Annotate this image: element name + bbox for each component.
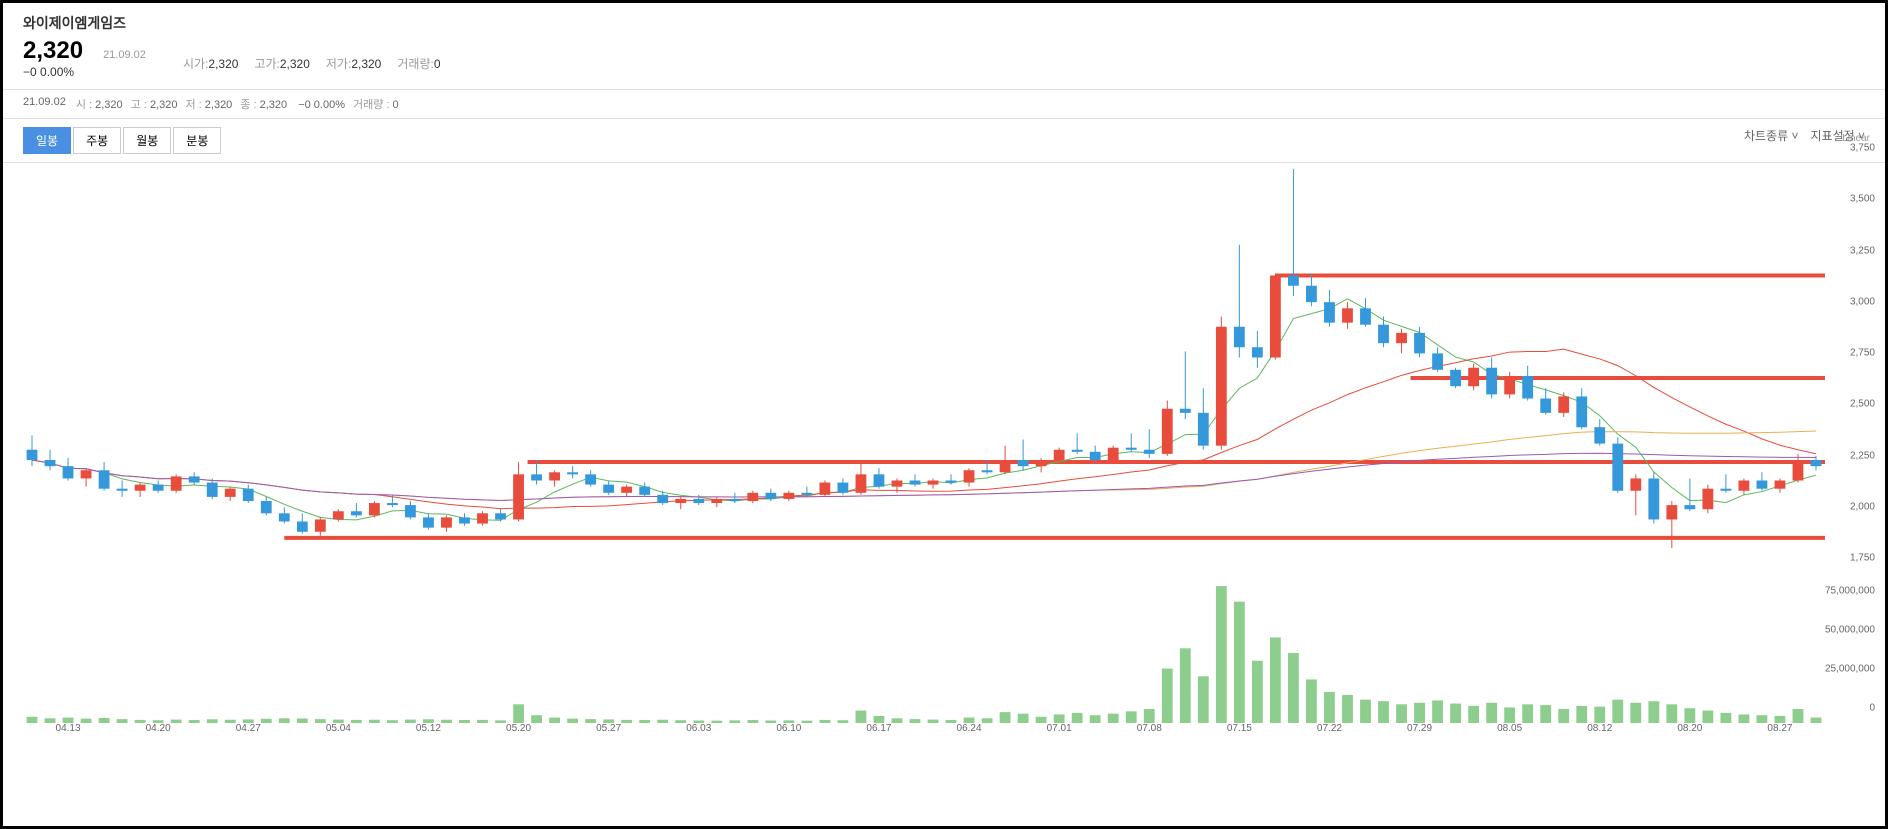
timeframe-tab[interactable]: 주봉 — [73, 127, 121, 154]
chart-type-dropdown[interactable]: 차트종류 ˅ — [1744, 127, 1799, 154]
x-axis: 04.1304.2004.2705.0405.1205.2005.2706.03… — [23, 723, 1825, 743]
timeframe-tabs: 일봉주봉월봉분봉 — [23, 127, 221, 154]
timeframe-tab[interactable]: 월봉 — [123, 127, 171, 154]
price-y-axis: 1,7502,0002,2502,5002,7503,0003,2503,500… — [1830, 148, 1875, 558]
timeframe-tab[interactable]: 일봉 — [23, 127, 71, 154]
price-chart[interactable] — [23, 173, 1825, 583]
chart-header: 와이제이엠게임즈 2,320 21.09.02 −0 0.00% 시가:2,32… — [3, 3, 1885, 90]
toolbar: 일봉주봉월봉분봉 차트종류 ˅ 지표설정 ˅ — [3, 119, 1885, 163]
current-price: 2,320 — [23, 37, 83, 65]
timeframe-tab[interactable]: 분봉 — [173, 127, 221, 154]
volume-chart[interactable] — [23, 583, 1825, 723]
sub-header: 21.09.02 시 : 2,320고 : 2,320저 : 2,320종 : … — [3, 90, 1885, 119]
ohlc-row: 시가:2,320 고가:2,320 저가:2,320 거래량:0 — [183, 55, 441, 72]
header-date: 21.09.02 — [103, 49, 146, 61]
stock-name: 와이제이엠게임즈 — [23, 13, 1865, 33]
sub-date: 21.09.02 — [23, 96, 66, 112]
volume-y-axis: 025,000,00050,000,00075,000,000 — [1815, 568, 1875, 708]
